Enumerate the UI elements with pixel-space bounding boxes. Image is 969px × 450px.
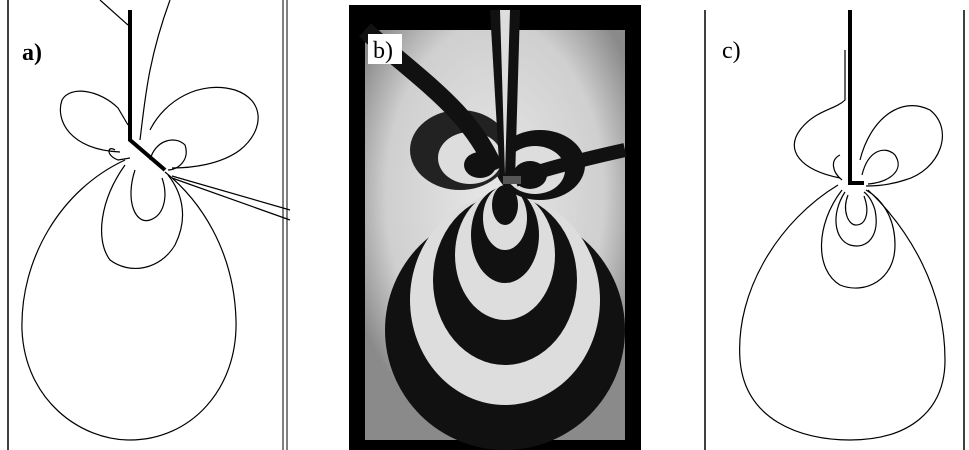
panel-label: b) (373, 38, 393, 64)
panel-label: a) (22, 40, 42, 66)
panel-label: c) (722, 38, 741, 64)
figure: a) b) c) (0, 0, 969, 450)
panel-a: a) (8, 0, 290, 450)
panel-b: b) (349, 5, 641, 450)
panel-c: c) (705, 10, 964, 450)
